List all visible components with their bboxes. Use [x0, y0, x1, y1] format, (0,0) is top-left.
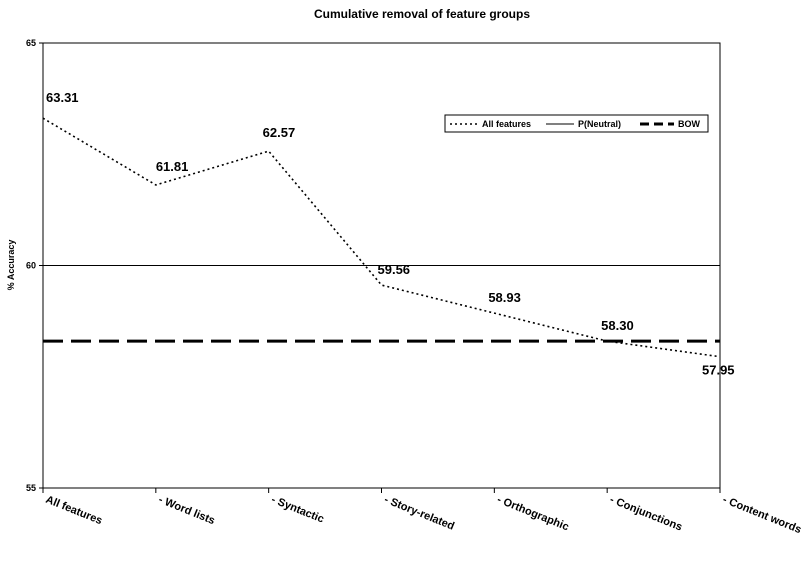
data-label: 62.57 [263, 125, 296, 140]
legend: All features P(Neutral) BOW [444, 114, 709, 133]
y-tick-label: 55 [26, 483, 36, 493]
x-ticks: All features - Word lists - Syntactic - Sto… [42, 488, 803, 536]
data-labels: 63.31 61.81 62.57 59.56 58.93 58.30 57.95 [46, 90, 735, 378]
y-ticks: 55 60 65 [26, 38, 43, 493]
data-label: 63.31 [46, 90, 79, 105]
x-tick-label: - Content words [721, 494, 803, 536]
x-tick-label: - Syntactic [270, 494, 326, 526]
y-axis-label: % Accuracy [6, 240, 16, 291]
legend-label-bow: BOW [678, 119, 701, 129]
legend-label-p-neutral: P(Neutral) [578, 119, 621, 129]
y-tick-label: 65 [26, 38, 36, 48]
data-label: 58.93 [488, 290, 521, 305]
chart-title: Cumulative removal of feature groups [314, 7, 530, 21]
data-label: 61.81 [156, 159, 189, 174]
x-tick-label: - Orthographic [495, 494, 570, 534]
y-tick-label: 60 [26, 261, 36, 271]
x-tick-label: - Story-related [382, 494, 456, 533]
legend-box [444, 114, 709, 133]
data-label: 58.30 [601, 318, 634, 333]
data-label: 59.56 [378, 262, 411, 277]
x-tick-label: All features [44, 494, 104, 528]
x-tick-label: - Conjunctions [608, 494, 684, 534]
legend-label-all-features: All features [482, 119, 531, 129]
data-label: 57.95 [702, 363, 735, 378]
x-tick-label: - Word lists [157, 494, 217, 527]
series-lines [42, 117, 721, 358]
